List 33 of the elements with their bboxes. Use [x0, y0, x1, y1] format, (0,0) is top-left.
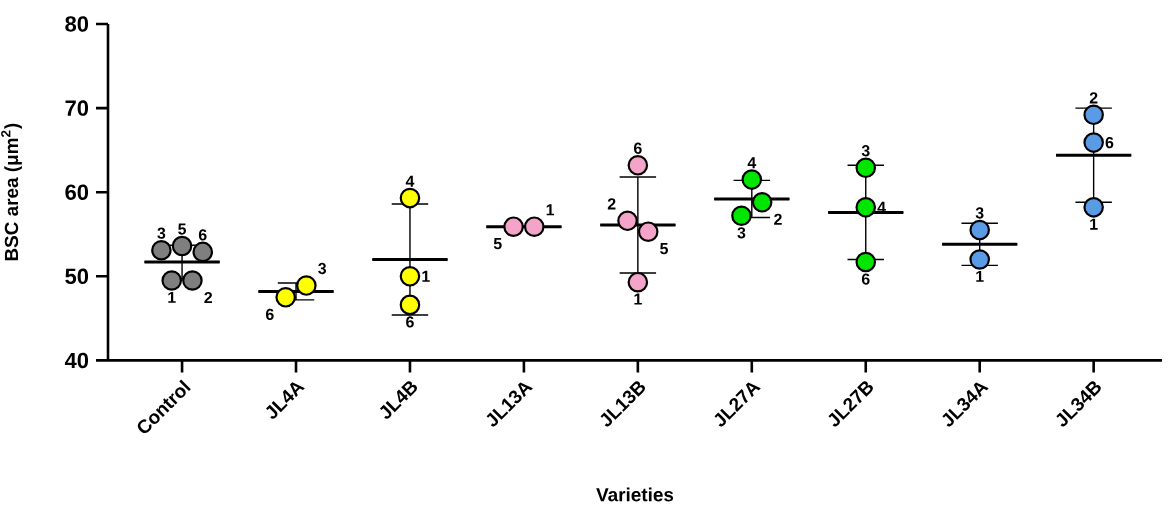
- y-axis-title: BSC area (μm$^{2}$): [1, 123, 22, 261]
- annotation: 3: [861, 145, 870, 157]
- annotation: 6: [1105, 136, 1114, 149]
- annotation: 1: [976, 270, 984, 282]
- annotation: 3: [318, 262, 327, 275]
- annotation: 3: [157, 227, 166, 239]
- annotation: 1: [168, 291, 176, 303]
- annotation: 5: [660, 243, 668, 255]
- annotation: 6: [634, 142, 642, 154]
- annotation: 6: [266, 308, 274, 321]
- annotation: 1: [1090, 218, 1098, 230]
- annotation: 1: [546, 204, 555, 216]
- annotation: 1: [634, 293, 642, 305]
- annotation: 6: [861, 273, 870, 285]
- annotation: 5: [178, 223, 187, 235]
- annotation: 1: [422, 270, 430, 282]
- annotation: 6: [198, 229, 207, 241]
- annotation: 2: [204, 291, 213, 304]
- x-axis-title: Varieties: [596, 487, 674, 502]
- y-tick-label: 50: [65, 268, 89, 285]
- annotation: 6: [406, 316, 414, 328]
- annotation: 2: [607, 198, 616, 210]
- y-tick-label: 40: [64, 352, 89, 369]
- annotation: 3: [737, 227, 746, 239]
- annotation: 5: [493, 238, 502, 250]
- y-tick-label: 70: [65, 100, 89, 116]
- annotation: 4: [405, 175, 415, 187]
- y-tick-label: 60: [65, 184, 89, 200]
- y-tick-label: 80: [65, 16, 89, 32]
- annotation: 2: [1089, 92, 1098, 104]
- annotation: 4: [747, 157, 757, 169]
- annotation: 2: [774, 213, 782, 225]
- annotation: 3: [975, 207, 984, 219]
